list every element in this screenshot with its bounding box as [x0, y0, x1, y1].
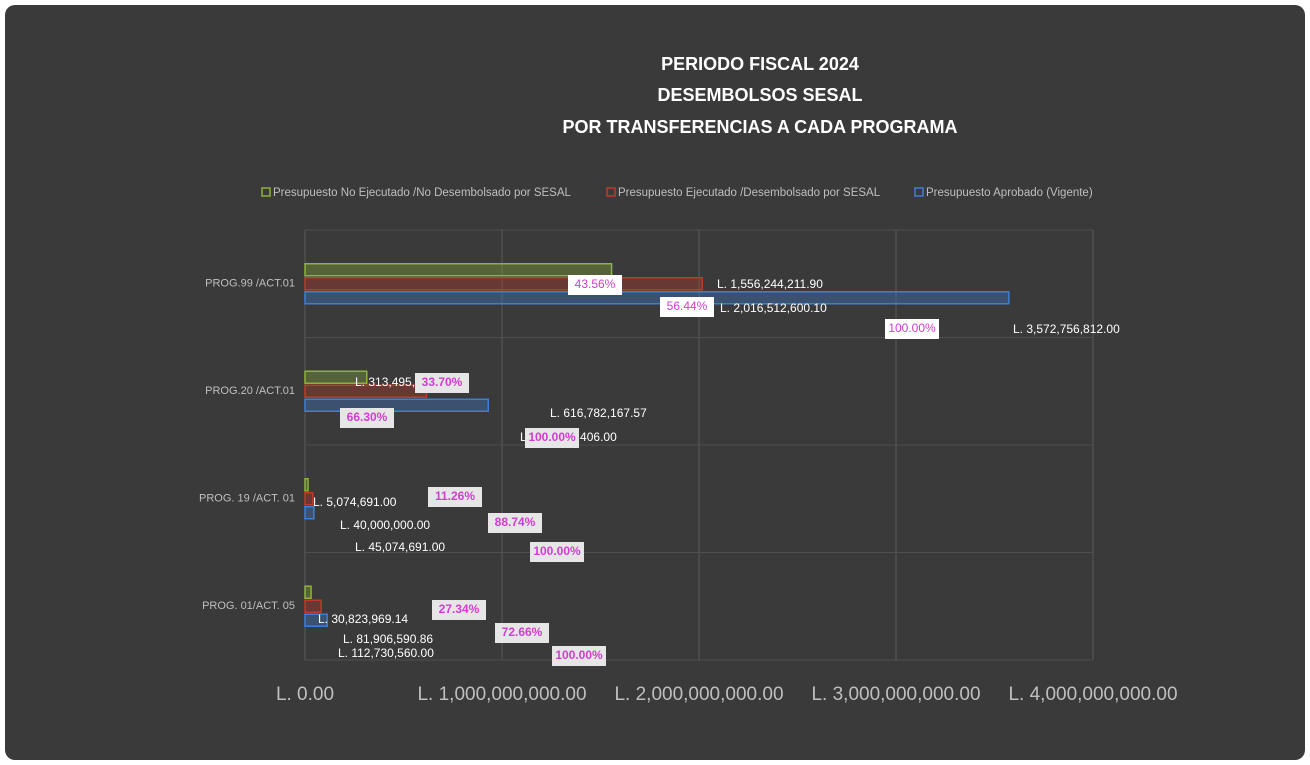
percent-label: 33.70%	[422, 375, 463, 389]
chart-title: PERIODO FISCAL 2024	[661, 54, 859, 74]
percent-label: 100.00%	[555, 648, 603, 662]
legend-swatch	[914, 187, 924, 197]
percent-box	[432, 600, 486, 620]
bar	[304, 478, 309, 492]
panel	[5, 5, 1305, 760]
x-tick-label: L. 4,000,000,000.00	[1008, 684, 1177, 705]
percent-box	[885, 319, 939, 339]
percent-label: 88.74%	[495, 515, 536, 529]
percent-box	[340, 408, 394, 428]
percent-label: 100.00%	[888, 321, 936, 335]
percent-box	[495, 623, 549, 643]
percent-box	[530, 542, 584, 562]
bar	[304, 370, 368, 384]
value-label: L. 30,823,969.14	[318, 612, 408, 626]
bar	[304, 599, 322, 613]
value-label: L. 112,730,560.00	[338, 646, 434, 660]
percent-box	[525, 428, 579, 448]
percent-box	[428, 487, 482, 507]
legend-swatch	[261, 187, 271, 197]
percent-label: 72.66%	[502, 625, 543, 639]
percent-label: 100.00%	[528, 430, 576, 444]
percent-label: 43.56%	[575, 277, 616, 291]
value-label: L. 616,782,167.57	[550, 406, 647, 420]
percent-box	[568, 275, 622, 295]
percent-label: 66.30%	[347, 410, 388, 424]
x-tick-label: L. 3,000,000,000.00	[811, 684, 980, 705]
category-label: PROG. 01/ACT. 05	[202, 600, 295, 612]
legend-label: Presupuesto Aprobado (Vigente)	[926, 187, 1093, 199]
percent-box	[415, 373, 469, 393]
legend-label: Presupuesto Ejecutado /Desembolsado por …	[618, 187, 881, 199]
legend-swatch	[606, 187, 616, 197]
x-tick-label: L. 1,000,000,000.00	[417, 684, 586, 705]
value-label: L. 40,000,000.00	[340, 518, 430, 532]
category-label: PROG.99 /ACT.01	[205, 278, 295, 290]
value-label: L. 5,074,691.00	[313, 495, 397, 509]
x-tick-label: L. 2,000,000,000.00	[614, 684, 783, 705]
value-label: L. 1,556,244,211.90	[717, 277, 823, 291]
chart-title: POR TRANSFERENCIAS A CADA PROGRAMA	[562, 117, 957, 137]
percent-label: 56.44%	[667, 299, 708, 313]
percent-label: 27.34%	[439, 602, 480, 616]
category-label: PROG. 19 /ACT. 01	[199, 493, 295, 505]
bar	[304, 585, 312, 599]
bar	[304, 398, 490, 412]
percent-label: 11.26%	[435, 489, 475, 503]
x-tick-label: L. 0.00	[276, 684, 334, 705]
bar	[304, 291, 1010, 305]
bar	[304, 263, 613, 277]
bar	[304, 277, 704, 291]
value-label: L. 45,074,691.00	[355, 540, 445, 554]
percent-box	[660, 297, 714, 317]
value-label: L. 2,016,512,600.10	[720, 301, 827, 315]
value-label: L. 3,572,756,812.00	[1013, 322, 1120, 336]
percent-box	[488, 513, 542, 533]
percent-box	[552, 646, 606, 666]
legend-label: Presupuesto No Ejecutado /No Desembolsad…	[273, 187, 571, 199]
bar	[304, 613, 328, 627]
category-label: PROG.20 /ACT.01	[205, 385, 295, 397]
value-label: L. 81,906,590.86	[343, 632, 433, 646]
bar	[304, 492, 314, 506]
bar	[304, 506, 315, 520]
percent-label: 100.00%	[533, 544, 581, 558]
chart-title: DESEMBOLSOS SESAL	[657, 85, 862, 105]
